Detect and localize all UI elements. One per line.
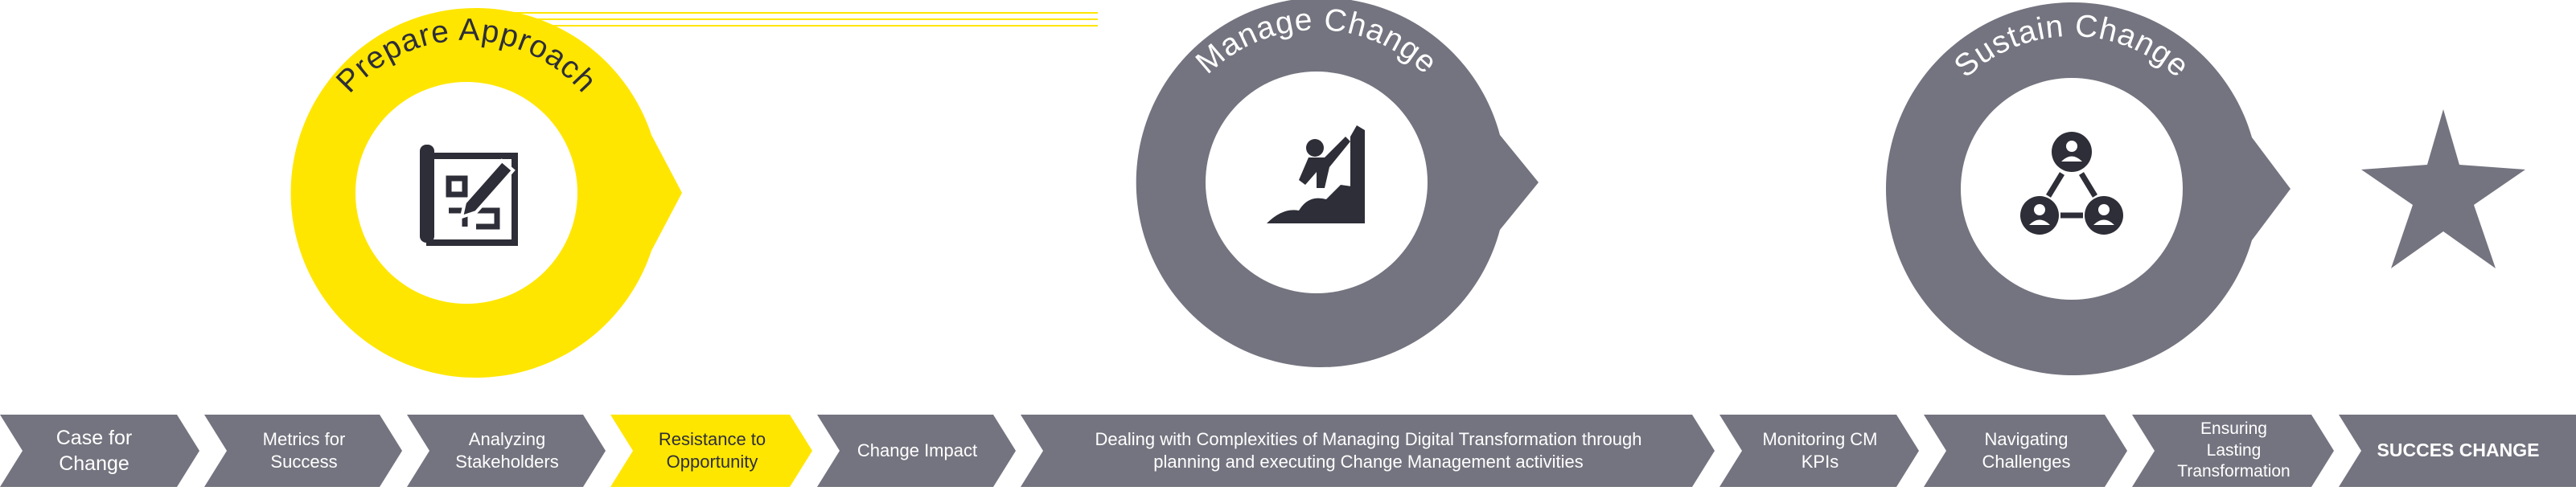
process-step-chevron: [204, 415, 402, 487]
process-step-label: Resistance to Opportunity: [658, 428, 766, 472]
process-step-chevron: [0, 415, 199, 487]
phase-manage-change: Manage Change: [1136, 0, 1539, 367]
process-bar: [0, 415, 2576, 487]
process-step-chevron: [1719, 415, 1919, 487]
process-step-chevron: [610, 415, 812, 487]
climber-icon: [1267, 125, 1365, 223]
phase-sustain-change: Sustain Change: [1886, 2, 2290, 375]
process-step-chevron: [2339, 415, 2576, 487]
process-step-label: Change Impact: [857, 440, 978, 460]
process-step-label: Dealing with Complexities of Managing Di…: [1095, 428, 1642, 472]
process-step-label: Navigating Challenges: [1982, 428, 2071, 472]
process-step-label: Case for Change: [55, 427, 133, 475]
network-icon: [2020, 132, 2123, 235]
process-step-chevron: [1021, 415, 1715, 487]
process-step-label: Ensuring Lasting Transformation: [2177, 419, 2290, 481]
process-step-label: SUCCES CHANGE: [2377, 440, 2540, 461]
process-step-chevron: [407, 415, 606, 487]
process-step-label: Monitoring CM KPIs: [1762, 428, 1878, 472]
process-step-chevron: [817, 415, 1016, 487]
phase-inner-circle: [1961, 78, 2183, 300]
blueprint-icon: [420, 145, 518, 246]
decorative-lines: [483, 12, 1098, 27]
process-step-label: Metrics for Success: [262, 428, 346, 472]
star-icon: [2361, 109, 2525, 268]
process-step-chevron: [2132, 415, 2334, 487]
process-step-label: Analyzing Stakeholders: [455, 428, 559, 472]
process-step-chevron: [1924, 415, 2127, 487]
phase-prepare-approach: Prepare Approach: [290, 7, 682, 378]
